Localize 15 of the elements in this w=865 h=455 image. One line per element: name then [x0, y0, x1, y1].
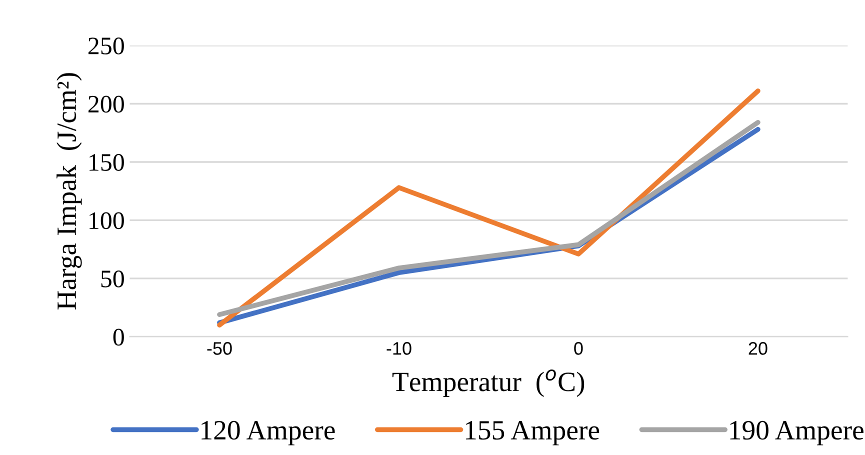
x-tick-label: -50	[207, 342, 232, 355]
y-tick-label: 200	[88, 96, 124, 113]
y-axis-title: Harga Impak (J/cm²)	[56, 73, 82, 310]
y-tick-label: 50	[101, 270, 124, 288]
y-tick-label: 250	[88, 38, 124, 54]
legend-label: 120 Ampere	[202, 420, 335, 446]
x-axis-title: Temperatur ($^{o}$C)	[392, 370, 584, 397]
x-tick-label: 20	[748, 342, 768, 355]
x-tick-label: -10	[386, 342, 412, 355]
y-tick-label: 100	[90, 212, 124, 230]
y-tick-label: 150	[90, 154, 124, 171]
x-tick-label: 0	[574, 342, 583, 355]
legend-label: 155 Ampere	[466, 421, 600, 446]
legend-label: 190 Ampere	[730, 420, 864, 446]
line-series	[217, 88, 760, 328]
